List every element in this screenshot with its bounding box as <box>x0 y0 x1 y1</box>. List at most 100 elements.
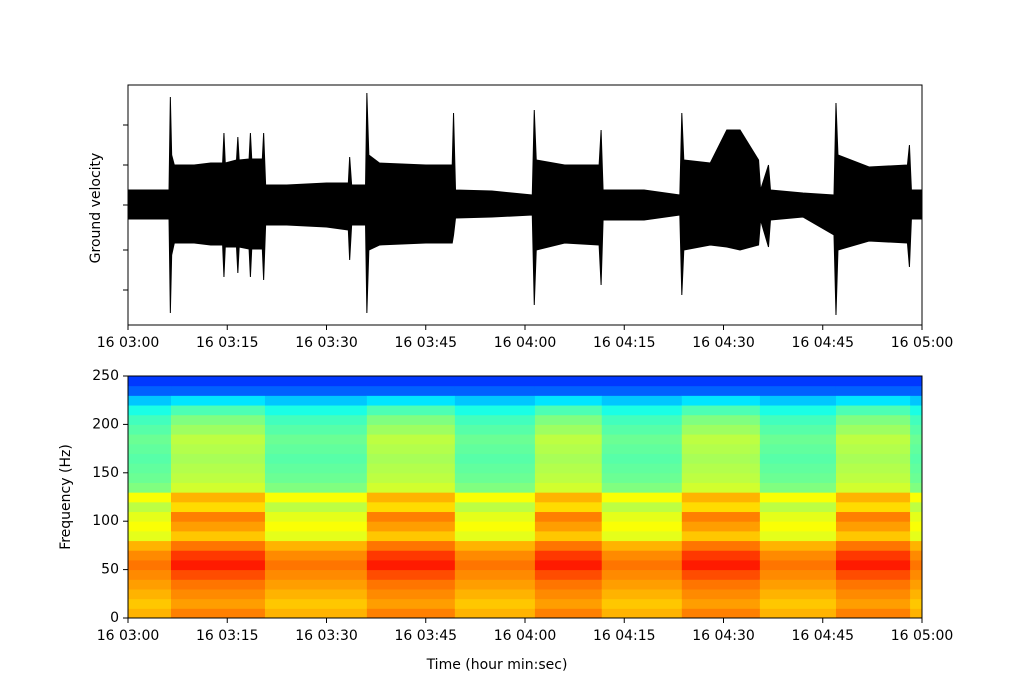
heatmap-cell <box>759 608 837 619</box>
heatmap-cell <box>454 472 536 483</box>
heatmap-cell <box>534 598 603 609</box>
heatmap-cell <box>759 443 837 454</box>
x-tick-label: 16 04:45 <box>791 628 854 644</box>
heatmap-cell <box>366 501 456 513</box>
heatmap-cell <box>366 588 456 600</box>
heatmap-cell <box>681 608 761 619</box>
heatmap-cell <box>128 443 172 454</box>
heatmap-cell <box>454 424 536 435</box>
heatmap-cell <box>534 405 603 416</box>
heatmap-cell <box>264 579 368 590</box>
heatmap-cell <box>835 395 911 406</box>
heatmap-cell <box>835 434 911 445</box>
heatmap-cell <box>264 501 368 513</box>
heatmap-cell <box>681 511 761 522</box>
heatmap-cell <box>759 463 837 474</box>
heatmap-cell <box>264 463 368 474</box>
heatmap-cell <box>454 492 536 503</box>
heatmap-cell <box>454 376 536 387</box>
heatmap-cell <box>454 511 536 522</box>
heatmap-cell <box>681 521 761 532</box>
heatmap-cell <box>759 492 837 503</box>
heatmap-cell <box>759 414 837 425</box>
x-tick-label: 16 03:30 <box>295 628 358 644</box>
heatmap-cell <box>681 424 761 435</box>
heatmap-cell <box>910 521 923 532</box>
x-tick-label: 16 03:15 <box>196 335 259 351</box>
heatmap-cell <box>534 588 603 600</box>
heatmap-cell <box>366 395 456 406</box>
heatmap-cell <box>601 463 683 474</box>
heatmap-cell <box>534 540 603 551</box>
heatmap-cell <box>681 550 761 561</box>
heatmap-cell <box>681 434 761 445</box>
heatmap-cell <box>454 414 536 425</box>
heatmap-cell <box>366 414 456 425</box>
heatmap-cell <box>264 472 368 483</box>
heatmap-cell <box>759 569 837 580</box>
heatmap-cell <box>601 405 683 416</box>
heatmap-cell <box>264 443 368 454</box>
heatmap-cell <box>264 376 368 387</box>
heatmap-cell <box>366 521 456 532</box>
heatmap-cell <box>835 482 911 493</box>
heatmap-cell <box>128 482 172 493</box>
heatmap-cell <box>454 385 536 396</box>
heatmap-cell <box>171 569 266 580</box>
heatmap-cell <box>835 472 911 483</box>
heatmap-cell <box>910 424 923 435</box>
heatmap-cell <box>366 405 456 416</box>
heatmap-cell <box>835 550 911 561</box>
heatmap-cell <box>910 579 923 590</box>
heatmap-cell <box>601 424 683 435</box>
heatmap-cell <box>681 559 761 571</box>
heatmap-cell <box>264 540 368 551</box>
x-tick-label: 16 04:00 <box>494 628 557 644</box>
heatmap-cell <box>454 540 536 551</box>
y-tick-label: 100 <box>92 513 119 529</box>
heatmap-cell <box>454 550 536 561</box>
heatmap-cell <box>128 424 172 435</box>
heatmap-cell <box>454 530 536 542</box>
heatmap-cell <box>454 588 536 600</box>
heatmap-cell <box>910 492 923 503</box>
heatmap-cell <box>264 569 368 580</box>
heatmap-cell <box>681 569 761 580</box>
heatmap-cell <box>171 472 266 483</box>
x-axis-label: Time (hour min:sec) <box>426 657 568 673</box>
heatmap-cell <box>264 395 368 406</box>
x-tick-label: 16 04:15 <box>593 628 656 644</box>
heatmap-cell <box>759 511 837 522</box>
heatmap-cell <box>759 540 837 551</box>
heatmap-cell <box>171 492 266 503</box>
heatmap-cell <box>366 434 456 445</box>
heatmap-cell <box>835 443 911 454</box>
heatmap-cell <box>171 608 266 619</box>
heatmap-cell <box>534 463 603 474</box>
heatmap-cell <box>171 414 266 425</box>
heatmap-cell <box>534 559 603 571</box>
heatmap-cell <box>128 579 172 590</box>
heatmap-cell <box>910 385 923 396</box>
heatmap-cell <box>534 395 603 406</box>
heatmap-cell <box>910 511 923 522</box>
heatmap-cell <box>681 540 761 551</box>
heatmap-cell <box>759 376 837 387</box>
heatmap-cell <box>454 482 536 493</box>
x-tick-label: 16 04:30 <box>692 628 755 644</box>
heatmap-cell <box>128 608 172 619</box>
heatmap-cell <box>910 434 923 445</box>
heatmap-cell <box>171 501 266 513</box>
heatmap-cell <box>128 511 172 522</box>
heatmap-cell <box>454 395 536 406</box>
heatmap-cell <box>601 414 683 425</box>
heatmap-cell <box>759 521 837 532</box>
heatmap-cell <box>366 550 456 561</box>
heatmap-cell <box>534 530 603 542</box>
y-axis-label: Ground velocity <box>88 153 104 264</box>
heatmap-cell <box>910 482 923 493</box>
heatmap-cell <box>835 579 911 590</box>
heatmap-cell <box>366 492 456 503</box>
heatmap-cell <box>910 472 923 483</box>
heatmap-cell <box>835 530 911 542</box>
